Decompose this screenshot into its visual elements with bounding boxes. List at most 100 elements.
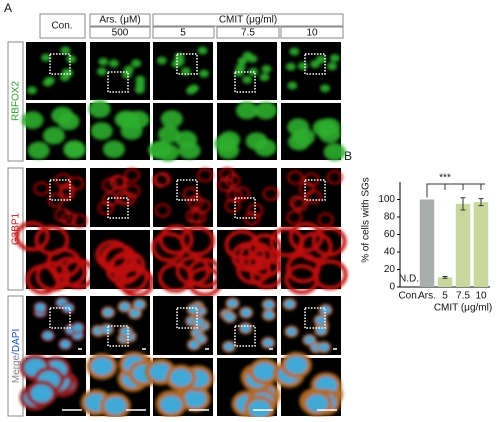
cytoplasm: [46, 247, 82, 279]
nucleus: [72, 323, 83, 332]
nucleus: [42, 126, 65, 145]
nucleus: [188, 340, 199, 349]
cells: [95, 239, 154, 298]
row-label: Merge/DAPI: [11, 329, 22, 383]
cells: [33, 296, 85, 351]
bar: [437, 277, 453, 287]
cells: [233, 51, 272, 84]
nucleus: [185, 86, 196, 95]
x-tick-label: 7.5: [456, 291, 470, 302]
cells: [145, 358, 214, 418]
cells: [19, 354, 79, 411]
cytoplasm: [119, 267, 154, 298]
nucleus: [103, 308, 114, 317]
nucleus: [285, 356, 308, 374]
nucleus: [261, 65, 272, 74]
dapi-label: /DAPI: [11, 329, 22, 355]
nucleus: [315, 316, 326, 325]
dose-label: 10: [306, 28, 318, 39]
zoom-box: [176, 307, 198, 329]
cytoplasm: [317, 212, 334, 227]
cells: [217, 167, 279, 226]
nucleus: [318, 125, 341, 143]
cytoplasm: [124, 184, 141, 199]
cytoplasm: [47, 193, 64, 208]
nucleus: [320, 84, 331, 93]
nucleus: [286, 327, 297, 336]
cytoplasm: [14, 221, 50, 252]
zoom-box: [107, 197, 129, 219]
zoom-box: [49, 53, 71, 75]
cytoplasm: [101, 178, 118, 193]
cytoplasm: [269, 226, 305, 258]
cytoplasm: [285, 252, 321, 284]
cytoplasm: [154, 203, 171, 218]
nucleus: [131, 59, 142, 68]
cytoplasm: [97, 200, 114, 215]
cytoplasm: [154, 172, 171, 187]
group-label: CMIT (μg/ml): [434, 303, 492, 314]
nucleus: [259, 73, 270, 82]
nucleus: [88, 100, 111, 118]
cells: [273, 351, 343, 417]
cytoplasm: [224, 229, 260, 261]
cells: [285, 47, 340, 93]
cytoplasm: [33, 181, 50, 196]
cytoplasm: [124, 168, 141, 183]
nucleus: [297, 62, 308, 71]
cells: [269, 221, 348, 295]
nucleus: [130, 309, 141, 318]
nucleus: [224, 313, 235, 322]
nucleus: [98, 57, 109, 66]
merge-label: Merge: [11, 354, 22, 383]
nucleus: [157, 143, 180, 162]
cells: [33, 173, 88, 228]
nucleus: [59, 73, 70, 82]
nucleus: [96, 67, 107, 76]
cytoplasm: [217, 177, 234, 192]
nucleus: [247, 54, 258, 63]
cytoplasm: [197, 168, 214, 183]
zoom-box: [176, 179, 198, 201]
y-tick-label: 20: [384, 264, 396, 275]
nucleus: [263, 311, 274, 320]
nucleus: [60, 340, 71, 349]
nucleus: [21, 111, 44, 129]
nucleus: [241, 308, 252, 317]
header-boxes: [7, 13, 344, 417]
nucleus: [27, 141, 50, 160]
nucleus: [170, 368, 193, 387]
cytoplasm: [298, 181, 315, 196]
cells: [96, 57, 146, 94]
nucleus: [304, 335, 315, 344]
nucleus: [306, 394, 329, 413]
nucleus: [30, 384, 53, 403]
nucleus: [175, 130, 198, 149]
cytoplasm: [247, 233, 283, 264]
cells: [21, 106, 86, 160]
zoom-box: [234, 325, 256, 347]
dose-label: 7.5: [241, 28, 255, 39]
cells: [148, 110, 201, 162]
nucleus: [329, 54, 340, 63]
cells: [91, 298, 147, 345]
x-tick-label: 5: [442, 291, 448, 302]
nucleus: [292, 128, 315, 146]
y-axis-label: % of cells with SGs: [361, 177, 372, 263]
nucleus: [102, 140, 125, 159]
nucleus: [193, 317, 204, 326]
nucleus: [127, 110, 150, 129]
cytoplasm: [187, 195, 204, 210]
zoom-box: [49, 179, 71, 201]
nucleus: [287, 81, 298, 90]
bar: [473, 202, 489, 287]
bar: [455, 203, 471, 287]
nucleus: [158, 125, 181, 144]
cytoplasm: [288, 221, 324, 253]
nucleus: [42, 331, 53, 340]
nucleus: [263, 300, 274, 309]
y-tick-label: 0: [389, 282, 395, 293]
value-label: N.D.: [399, 274, 419, 285]
nucleus: [227, 299, 238, 308]
cytoplasm: [102, 192, 119, 207]
